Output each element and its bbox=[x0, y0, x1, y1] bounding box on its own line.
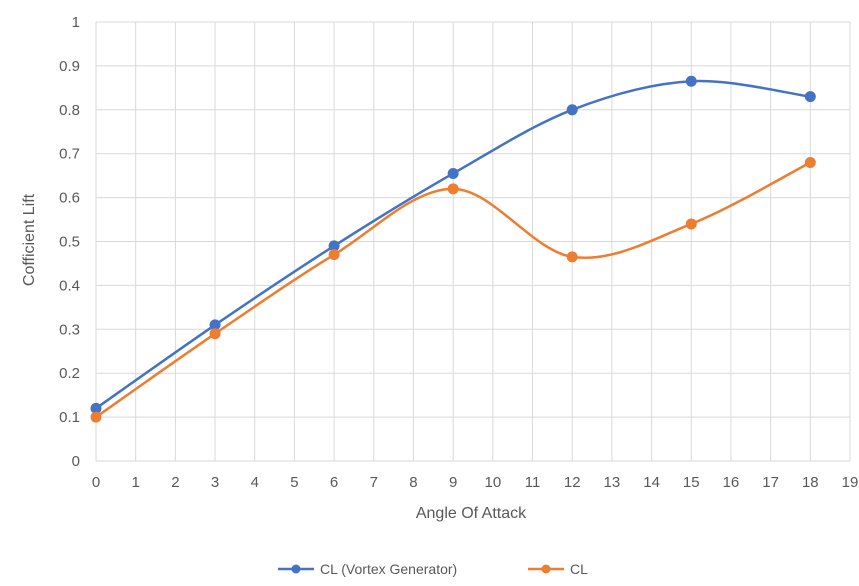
data-point bbox=[566, 251, 578, 263]
data-point bbox=[566, 104, 578, 116]
y-tick-label: 0.5 bbox=[59, 234, 80, 251]
y-tick-label: 0 bbox=[72, 453, 80, 470]
y-axis-title: Cofficient Lift bbox=[21, 193, 38, 286]
x-tick-label: 11 bbox=[525, 474, 541, 491]
x-tick-label: 18 bbox=[802, 474, 819, 491]
data-point bbox=[804, 91, 816, 103]
x-tick-label: 9 bbox=[449, 474, 457, 491]
x-tick-label: 8 bbox=[409, 474, 417, 491]
x-tick-label: 19 bbox=[842, 474, 859, 491]
data-point bbox=[804, 156, 816, 168]
data-point bbox=[447, 183, 459, 195]
y-tick-label: 0.6 bbox=[59, 190, 80, 207]
legend-item: CL bbox=[528, 561, 588, 577]
x-tick-label: 17 bbox=[762, 474, 779, 491]
y-tick-label: 0.4 bbox=[59, 277, 80, 294]
data-point bbox=[90, 411, 102, 423]
legend-label: CL bbox=[570, 561, 588, 577]
legend-item: CL (Vortex Generator) bbox=[278, 561, 457, 577]
y-tick-label: 1 bbox=[72, 14, 80, 31]
y-tick-label: 0.7 bbox=[59, 146, 80, 163]
series-group bbox=[90, 75, 816, 423]
series-cl-vortex-generator bbox=[90, 75, 816, 414]
y-tick-label: 0.2 bbox=[59, 365, 80, 382]
series-cl bbox=[90, 156, 816, 423]
grid bbox=[95, 21, 851, 462]
x-tick-label: 14 bbox=[643, 474, 660, 491]
data-point bbox=[685, 218, 697, 230]
y-tick-label: 0.1 bbox=[59, 409, 80, 426]
legend-marker bbox=[541, 564, 551, 574]
x-tick-label: 6 bbox=[330, 474, 338, 491]
data-point bbox=[447, 167, 459, 179]
data-point bbox=[90, 402, 102, 414]
x-tick-label: 3 bbox=[211, 474, 219, 491]
x-tick-label: 0 bbox=[92, 474, 100, 491]
data-point bbox=[328, 249, 340, 261]
legend: CL (Vortex Generator) CL bbox=[278, 561, 588, 577]
x-tick-label: 7 bbox=[370, 474, 378, 491]
y-axis-ticks: 0 0.1 0.2 0.3 0.4 0.5 0.6 0.7 0.8 0.9 1 bbox=[59, 14, 80, 470]
x-tick-label: 16 bbox=[723, 474, 740, 491]
x-tick-label: 12 bbox=[564, 474, 581, 491]
x-tick-label: 4 bbox=[251, 474, 259, 491]
x-tick-label: 10 bbox=[484, 474, 501, 491]
x-tick-label: 1 bbox=[132, 474, 140, 491]
x-axis-ticks: 0 1 2 3 4 5 6 7 8 9 10 11 12 13 14 15 16 17 18 19 bbox=[92, 474, 859, 491]
x-axis-title: Angle Of Attack bbox=[416, 505, 527, 522]
data-point bbox=[685, 75, 697, 87]
data-point bbox=[209, 328, 221, 340]
y-tick-label: 0.3 bbox=[59, 321, 80, 338]
y-tick-label: 0.8 bbox=[59, 102, 80, 119]
legend-marker bbox=[291, 564, 301, 574]
data-point bbox=[209, 319, 221, 331]
data-point bbox=[328, 240, 340, 252]
x-tick-label: 15 bbox=[683, 474, 700, 491]
x-tick-label: 2 bbox=[171, 474, 179, 491]
x-tick-label: 5 bbox=[290, 474, 298, 491]
y-tick-label: 0.9 bbox=[59, 58, 80, 75]
x-tick-label: 13 bbox=[604, 474, 621, 491]
legend-label: CL (Vortex Generator) bbox=[320, 561, 457, 577]
